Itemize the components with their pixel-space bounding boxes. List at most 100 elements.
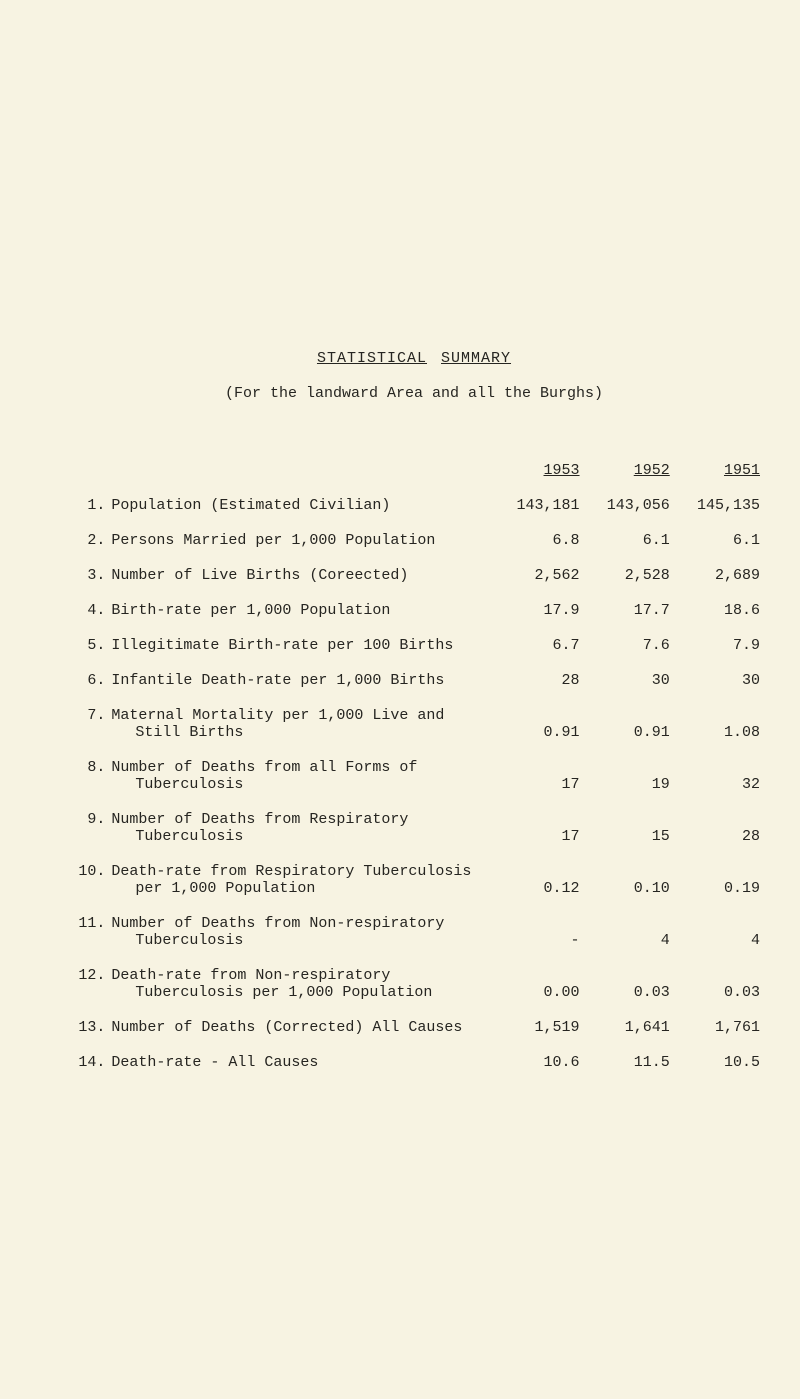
row-label: Number of Deaths (Corrected) All Causes bbox=[111, 1019, 489, 1036]
row-number: 12. bbox=[68, 967, 111, 984]
value-1952: 0.10 bbox=[580, 880, 670, 897]
value-1953: 17 bbox=[489, 776, 579, 793]
value-1951: 28 bbox=[670, 828, 760, 845]
row-number: 11. bbox=[68, 915, 111, 932]
row-label-line2: per 1,000 Population bbox=[111, 880, 489, 897]
row-number: 14. bbox=[68, 1054, 111, 1071]
row-number: 1. bbox=[68, 497, 111, 514]
value-1951: 6.1 bbox=[670, 532, 760, 549]
table-row: 10.Death-rate from Respiratory Tuberculo… bbox=[68, 863, 760, 880]
value-1951: 1.08 bbox=[670, 724, 760, 741]
table-row: 7.Maternal Mortality per 1,000 Live and bbox=[68, 707, 760, 724]
row-label: Persons Married per 1,000 Population bbox=[111, 532, 489, 549]
value-1953: 28 bbox=[489, 672, 579, 689]
table-row: Tuberculosis-44 bbox=[68, 932, 760, 949]
year-header-row: 1953 1952 1951 bbox=[68, 462, 760, 479]
value-1953: 2,562 bbox=[489, 567, 579, 584]
row-label: Birth-rate per 1,000 Population bbox=[111, 602, 489, 619]
row-label-line2: Still Births bbox=[111, 724, 489, 741]
value-1952: 19 bbox=[580, 776, 670, 793]
table-row: Tuberculosis per 1,000 Population0.000.0… bbox=[68, 984, 760, 1001]
year-1953: 1953 bbox=[544, 462, 580, 479]
value-1951: 18.6 bbox=[670, 602, 760, 619]
row-number: 9. bbox=[68, 811, 111, 828]
value-1953: 1,519 bbox=[489, 1019, 579, 1036]
value-1951: 145,135 bbox=[670, 497, 760, 514]
value-1951: 10.5 bbox=[670, 1054, 760, 1071]
value-1951: 7.9 bbox=[670, 637, 760, 654]
value-1951: 30 bbox=[670, 672, 760, 689]
value-1952: 30 bbox=[580, 672, 670, 689]
summary-table: 1953 1952 1951 1.Population (Estimated C… bbox=[68, 462, 760, 1089]
value-1952: 6.1 bbox=[580, 532, 670, 549]
value-1952: 11.5 bbox=[580, 1054, 670, 1071]
value-1951: 32 bbox=[670, 776, 760, 793]
row-label: Death-rate from Non-respiratory bbox=[111, 967, 489, 984]
row-label: Number of Live Births (Coreected) bbox=[111, 567, 489, 584]
value-1951: 0.19 bbox=[670, 880, 760, 897]
table-row: 9.Number of Deaths from Respiratory bbox=[68, 811, 760, 828]
value-1951: 4 bbox=[670, 932, 760, 949]
table-row: 2.Persons Married per 1,000 Population6.… bbox=[68, 532, 760, 549]
value-1953: 6.8 bbox=[489, 532, 579, 549]
value-1953: 17 bbox=[489, 828, 579, 845]
value-1951: 2,689 bbox=[670, 567, 760, 584]
value-1953: - bbox=[489, 932, 579, 949]
table-row: 8.Number of Deaths from all Forms of bbox=[68, 759, 760, 776]
table-row: 1.Population (Estimated Civilian)143,181… bbox=[68, 497, 760, 514]
row-number: 2. bbox=[68, 532, 111, 549]
title-word-2: SUMMARY bbox=[441, 350, 511, 367]
row-label: Number of Deaths from Non-respiratory bbox=[111, 915, 489, 932]
value-1952: 2,528 bbox=[580, 567, 670, 584]
table-row: 5.Illegitimate Birth-rate per 100 Births… bbox=[68, 637, 760, 654]
year-1951: 1951 bbox=[724, 462, 760, 479]
row-number: 6. bbox=[68, 672, 111, 689]
row-label: Death-rate - All Causes bbox=[111, 1054, 489, 1071]
row-number: 13. bbox=[68, 1019, 111, 1036]
row-label: Number of Deaths from Respiratory bbox=[111, 811, 489, 828]
value-1952: 1,641 bbox=[580, 1019, 670, 1036]
row-label: Death-rate from Respiratory Tuberculosis bbox=[111, 863, 489, 880]
value-1951: 0.03 bbox=[670, 984, 760, 1001]
row-number: 8. bbox=[68, 759, 111, 776]
row-label-line2: Tuberculosis per 1,000 Population bbox=[111, 984, 489, 1001]
table-row: Still Births0.910.911.08 bbox=[68, 724, 760, 741]
value-1952: 143,056 bbox=[580, 497, 670, 514]
row-label: Illegitimate Birth-rate per 100 Births bbox=[111, 637, 489, 654]
table-row: per 1,000 Population0.120.100.19 bbox=[68, 880, 760, 897]
row-label-line2: Tuberculosis bbox=[111, 828, 489, 845]
value-1952: 17.7 bbox=[580, 602, 670, 619]
title-word-1: STATISTICAL bbox=[317, 350, 427, 367]
table-row: 4.Birth-rate per 1,000 Population17.917.… bbox=[68, 602, 760, 619]
table-row: Tuberculosis171932 bbox=[68, 776, 760, 793]
row-label: Number of Deaths from all Forms of bbox=[111, 759, 489, 776]
title: STATISTICAL SUMMARY bbox=[68, 350, 760, 367]
row-number: 10. bbox=[68, 863, 111, 880]
row-label: Infantile Death-rate per 1,000 Births bbox=[111, 672, 489, 689]
row-label-line2: Tuberculosis bbox=[111, 932, 489, 949]
value-1951: 1,761 bbox=[670, 1019, 760, 1036]
page: STATISTICAL SUMMARY (For the landward Are… bbox=[0, 0, 800, 1089]
table-row: 13.Number of Deaths (Corrected) All Caus… bbox=[68, 1019, 760, 1036]
value-1952: 4 bbox=[580, 932, 670, 949]
value-1952: 15 bbox=[580, 828, 670, 845]
value-1953: 17.9 bbox=[489, 602, 579, 619]
value-1953: 10.6 bbox=[489, 1054, 579, 1071]
table-row: 3.Number of Live Births (Coreected)2,562… bbox=[68, 567, 760, 584]
row-number: 5. bbox=[68, 637, 111, 654]
year-1952: 1952 bbox=[634, 462, 670, 479]
value-1953: 0.12 bbox=[489, 880, 579, 897]
row-number: 7. bbox=[68, 707, 111, 724]
value-1953: 0.00 bbox=[489, 984, 579, 1001]
value-1953: 143,181 bbox=[489, 497, 579, 514]
table-row: 6.Infantile Death-rate per 1,000 Births2… bbox=[68, 672, 760, 689]
value-1952: 0.91 bbox=[580, 724, 670, 741]
value-1953: 6.7 bbox=[489, 637, 579, 654]
row-label-line2: Tuberculosis bbox=[111, 776, 489, 793]
value-1953: 0.91 bbox=[489, 724, 579, 741]
subtitle: (For the landward Area and all the Burgh… bbox=[68, 385, 760, 402]
row-label: Population (Estimated Civilian) bbox=[111, 497, 489, 514]
value-1952: 0.03 bbox=[580, 984, 670, 1001]
table-row: 11.Number of Deaths from Non-respiratory bbox=[68, 915, 760, 932]
value-1952: 7.6 bbox=[580, 637, 670, 654]
